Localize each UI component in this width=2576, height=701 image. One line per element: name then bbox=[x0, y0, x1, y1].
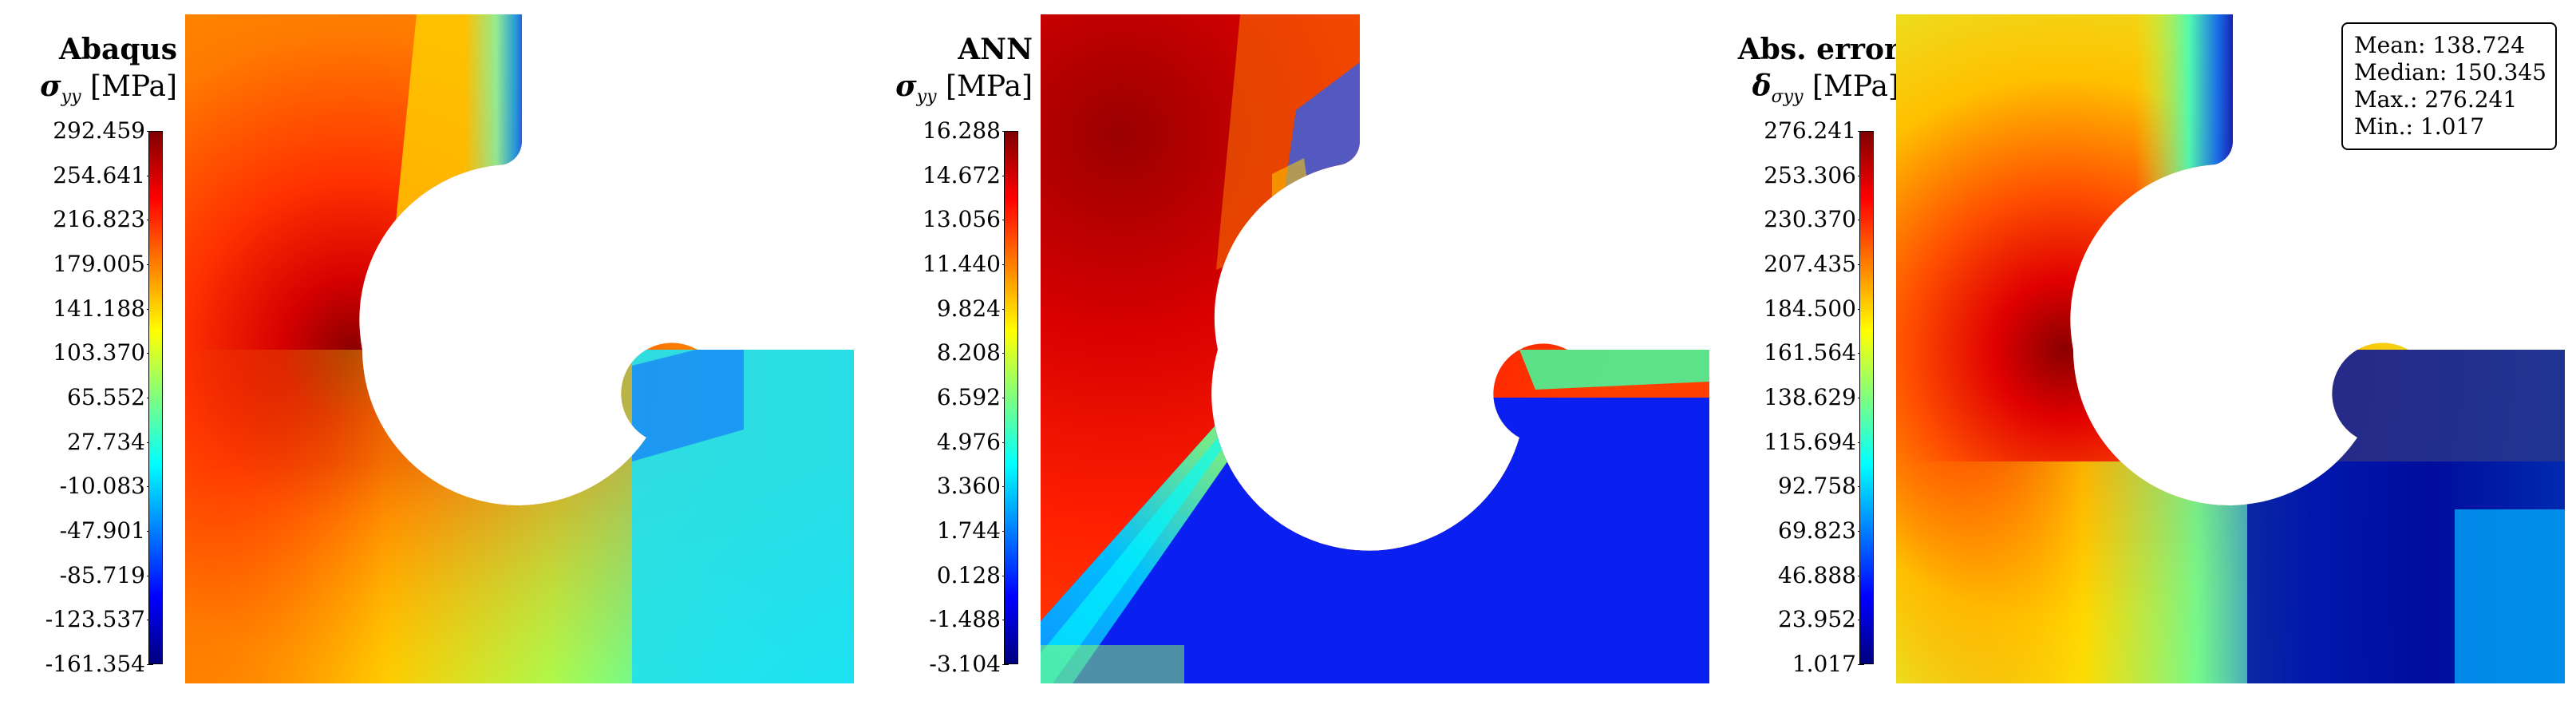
colorbar-tick-label: 11.440 bbox=[923, 251, 1009, 277]
colorbar-tick-label: 1.744 bbox=[936, 517, 1009, 544]
colorbar-ticks: 292.459 254.641 216.823 179.005 141.188 … bbox=[0, 120, 154, 675]
colorbar-tick-label: 254.641 bbox=[53, 161, 153, 188]
colorbar-tick-label: 253.306 bbox=[1764, 161, 1864, 188]
quantity-symbol: δ bbox=[1752, 69, 1772, 103]
colorbar-tick-label: 276.241 bbox=[1764, 117, 1864, 144]
colorbar-tick-label: 0.128 bbox=[936, 561, 1009, 588]
colorbar-tick-label: 13.056 bbox=[923, 206, 1009, 233]
colorbar-tick-label: -47.901 bbox=[59, 517, 154, 544]
colorbar-tick-label: 207.435 bbox=[1764, 251, 1864, 277]
stat-median: Median: 150.345 bbox=[2354, 59, 2546, 85]
quantity-symbol: σ bbox=[895, 69, 917, 103]
colorbar-tick-label: -85.719 bbox=[59, 561, 154, 588]
stat-mean: Mean: 138.724 bbox=[2354, 32, 2526, 58]
quantity-subscript: yy bbox=[61, 87, 81, 108]
colorbar-tick-label: 9.824 bbox=[936, 295, 1009, 322]
colorbar-tick-label: 103.370 bbox=[53, 339, 153, 366]
stress-field-plot bbox=[185, 14, 854, 683]
colorbar bbox=[1004, 131, 1018, 664]
colorbar-tick-label: 161.564 bbox=[1764, 339, 1864, 366]
colorbar-tick-label: 4.976 bbox=[936, 428, 1009, 455]
colorbar-tick-label: 69.823 bbox=[1778, 517, 1864, 544]
colorbar-tick-label: 216.823 bbox=[53, 206, 153, 233]
colorbar-tick-label: 14.672 bbox=[923, 161, 1009, 188]
panel-abaqus: Abaqus σyy [MPa] 292.459 254.641 216.823… bbox=[0, 0, 854, 701]
colorbar-tick-label: 138.629 bbox=[1764, 384, 1864, 410]
colorbar-tick-label: -1.488 bbox=[929, 606, 1009, 633]
panel-ann: ANN σyy [MPa] 16.288 14.672 13.056 11.44… bbox=[855, 0, 1709, 701]
colorbar-tick-label: 65.552 bbox=[67, 384, 153, 410]
colorbar-tick-label: 3.360 bbox=[936, 473, 1009, 500]
panel-title: Abaqus bbox=[58, 33, 177, 66]
colorbar bbox=[148, 131, 163, 664]
stat-max: Max.: 276.241 bbox=[2354, 86, 2518, 113]
colorbar-ticks: 16.288 14.672 13.056 11.440 9.824 8.208 … bbox=[855, 120, 1009, 675]
colorbar-tick-label: 8.208 bbox=[936, 339, 1009, 366]
colorbar-tick-label: 230.370 bbox=[1764, 206, 1864, 233]
colorbar-tick-label: -161.354 bbox=[45, 651, 154, 677]
panel-title: Abs. error bbox=[1737, 33, 1899, 66]
colorbar-tick-label: -3.104 bbox=[929, 651, 1009, 677]
colorbar-tick-label: 115.694 bbox=[1764, 428, 1864, 455]
panel-abs-error: Abs. error δσyy [MPa] 276.241 253.306 23… bbox=[1711, 0, 2576, 701]
colorbar-tick-label: 6.592 bbox=[936, 384, 1009, 410]
quantity-subscript: yy bbox=[916, 87, 937, 108]
quantity-symbol: σ bbox=[40, 69, 61, 103]
colorbar-tick-label: -123.537 bbox=[45, 606, 154, 633]
stat-min: Min.: 1.017 bbox=[2354, 113, 2485, 140]
stress-field-plot bbox=[1041, 14, 1709, 683]
quantity-unit: [MPa] bbox=[89, 70, 177, 103]
panel-quantity-label: σyy [MPa] bbox=[895, 70, 1033, 113]
colorbar-tick-label: 141.188 bbox=[53, 295, 153, 322]
quantity-subscript: σyy bbox=[1771, 87, 1804, 108]
quantity-unit: [MPa] bbox=[945, 70, 1033, 103]
error-statistics-box: Mean: 138.724 Median: 150.345 Max.: 276.… bbox=[2341, 22, 2557, 150]
colorbar-tick-label: 23.952 bbox=[1778, 606, 1864, 633]
colorbar-tick-label: 46.888 bbox=[1778, 561, 1864, 588]
colorbar-tick-label: 92.758 bbox=[1778, 473, 1864, 500]
colorbar-tick-label: 1.017 bbox=[1792, 651, 1865, 677]
panel-quantity-label: σyy [MPa] bbox=[40, 70, 177, 113]
colorbar-tick-label: 292.459 bbox=[53, 117, 153, 144]
panel-title: ANN bbox=[958, 33, 1033, 66]
colorbar-ticks: 276.241 253.306 230.370 207.435 184.500 … bbox=[1711, 120, 1865, 675]
colorbar-tick-label: 184.500 bbox=[1764, 295, 1864, 322]
error-field-plot bbox=[1896, 14, 2565, 683]
colorbar-tick-label: 27.734 bbox=[67, 428, 153, 455]
colorbar-tick-label: -10.083 bbox=[59, 473, 154, 500]
colorbar-tick-label: 16.288 bbox=[923, 117, 1009, 144]
colorbar bbox=[1859, 131, 1874, 664]
colorbar-tick-label: 179.005 bbox=[53, 251, 153, 277]
quantity-unit: [MPa] bbox=[1811, 70, 1899, 103]
panel-quantity-label: δσyy [MPa] bbox=[1752, 70, 1899, 113]
